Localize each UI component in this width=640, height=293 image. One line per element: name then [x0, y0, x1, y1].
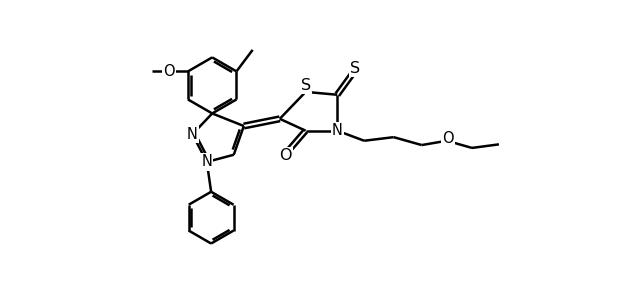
Text: S: S: [350, 61, 360, 76]
Text: O: O: [280, 148, 292, 163]
Text: N: N: [202, 154, 212, 169]
Text: O: O: [442, 131, 454, 146]
Text: S: S: [301, 78, 310, 93]
Text: O: O: [163, 64, 175, 79]
Text: N: N: [187, 127, 198, 142]
Text: N: N: [332, 123, 342, 138]
